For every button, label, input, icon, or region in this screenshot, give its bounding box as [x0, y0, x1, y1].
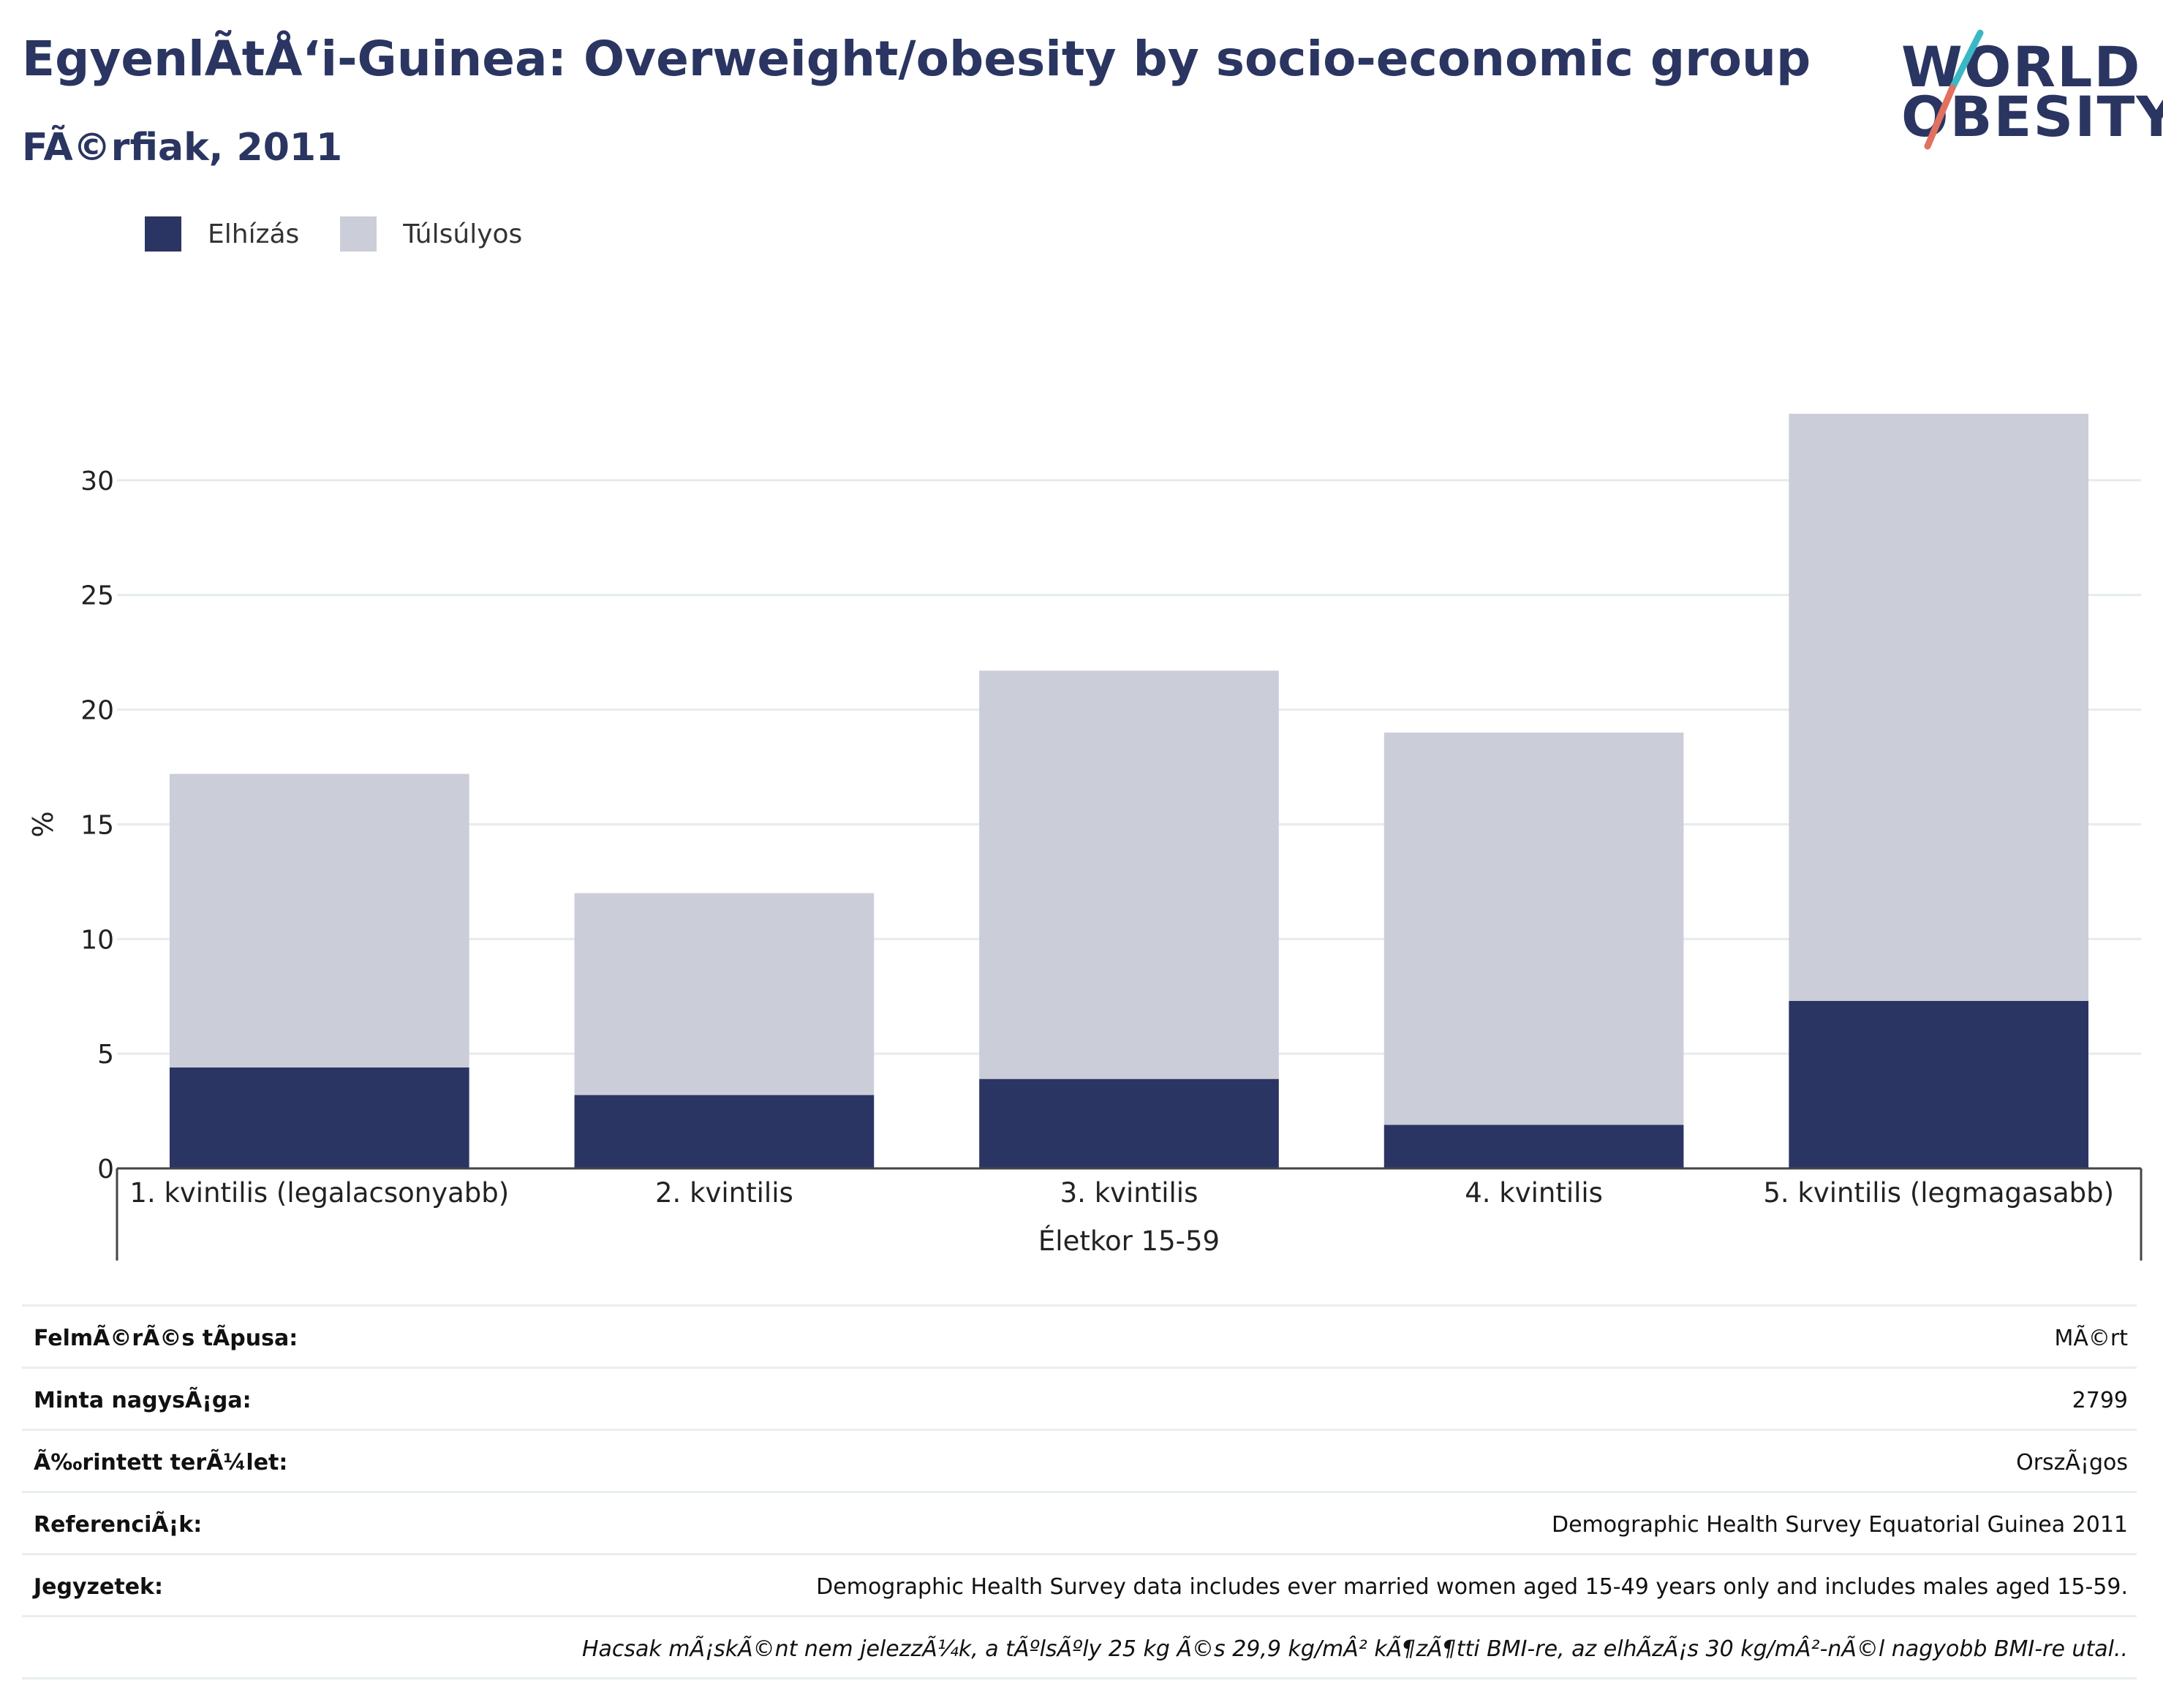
x-tick-label: 2. kvintilis [655, 1177, 793, 1209]
bar-overweight [1789, 413, 2089, 1001]
y-tick-label: 0 [97, 1155, 114, 1184]
y-tick-label: 5 [97, 1040, 114, 1070]
chart-subtitle: FÃ©rfiak, 2011 [22, 126, 343, 170]
bar-obesity [169, 1067, 469, 1168]
y-tick-label: 20 [80, 696, 114, 726]
chart-legend: Elhízás Túlsúlyos [145, 216, 563, 252]
x-axis-title: Életkor 15-59 [1038, 1225, 1220, 1257]
info-value: 2799 [2072, 1388, 2128, 1413]
info-value: Demographic Health Survey data includes … [816, 1574, 2128, 1600]
bar-obesity [574, 1095, 875, 1168]
x-tick-label: 4. kvintilis [1465, 1177, 1603, 1209]
legend-item-overweight[interactable]: Túlsúlyos [340, 216, 522, 252]
info-value: OrszÃ¡gos [2016, 1450, 2128, 1475]
legend-label-obesity: Elhízás [208, 219, 300, 249]
bar-overweight [574, 893, 875, 1095]
info-value: Demographic Health Survey Equatorial Gui… [1551, 1512, 2128, 1538]
info-table: FelmÃ©rÃ©s tÃpusa: MÃ©rt Minta nagysÃ¡ga… [22, 1304, 2137, 1679]
x-tick-label: 5. kvintilis (legmagasabb) [1763, 1177, 2114, 1209]
x-tick-label: 1. kvintilis (legalacsonyabb) [129, 1177, 509, 1209]
info-label: ReferenciÃ¡k: [34, 1512, 203, 1538]
y-tick-label: 30 [80, 466, 114, 496]
y-tick-label: 10 [80, 925, 114, 955]
info-label: Ã‰rintett terÃ¼let: [34, 1450, 288, 1475]
legend-swatch-obesity [145, 216, 181, 252]
y-tick-label: 15 [80, 810, 114, 840]
info-row-definition-note: Hacsak mÃ¡skÃ©nt nem jelezzÃ¼k, a tÃºlsÃ… [22, 1615, 2137, 1679]
legend-item-obesity[interactable]: Elhízás [145, 216, 299, 252]
info-row-survey-type: FelmÃ©rÃ©s tÃpusa: MÃ©rt [22, 1304, 2137, 1367]
y-tick-label: 25 [80, 581, 114, 611]
info-row-sample-size: Minta nagysÃ¡ga: 2799 [22, 1367, 2137, 1429]
bar-obesity [1384, 1125, 1684, 1168]
bar-overweight [169, 774, 469, 1068]
bar-obesity [979, 1078, 1279, 1168]
chart-title: EgyenlÃtÅ‘i-Guinea: Overweight/obesity b… [22, 31, 1811, 87]
info-label: Minta nagysÃ¡ga: [34, 1388, 252, 1413]
info-row-notes: Jegyzetek: Demographic Health Survey dat… [22, 1553, 2137, 1615]
bar-overweight [1384, 732, 1684, 1125]
info-value: MÃ©rt [2054, 1326, 2128, 1351]
info-label: Jegyzetek: [34, 1574, 163, 1600]
legend-swatch-overweight [340, 216, 377, 252]
info-row-area: Ã‰rintett terÃ¼let: OrszÃ¡gos [22, 1429, 2137, 1491]
y-axis-title: % [27, 811, 59, 837]
info-value: Hacsak mÃ¡skÃ©nt nem jelezzÃ¼k, a tÃºlsÃ… [581, 1636, 2128, 1662]
info-label: FelmÃ©rÃ©s tÃpusa: [34, 1326, 298, 1351]
legend-label-overweight: Túlsúlyos [403, 219, 523, 249]
bar-obesity [1789, 1000, 2089, 1168]
stacked-bar-chart: 0 5 10 15 20 25 30% 1. kvintilis (legalacsonyab… [27, 413, 2143, 1261]
logo-slash-icon [1924, 29, 1984, 150]
bar-overweight [979, 670, 1279, 1079]
info-row-references: ReferenciÃ¡k: Demographic Health Survey … [22, 1491, 2137, 1553]
logo-line-1: WORLD [1901, 34, 2142, 99]
x-tick-label: 3. kvintilis [1060, 1177, 1198, 1209]
world-obesity-logo[interactable]: WORLD OBESITY [1901, 29, 2163, 154]
